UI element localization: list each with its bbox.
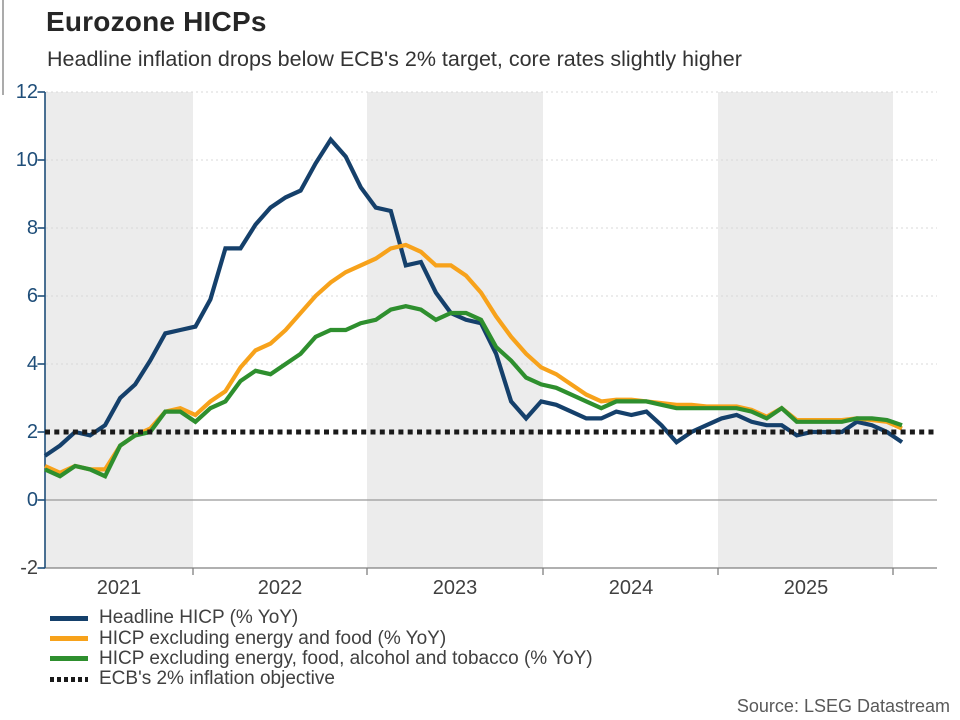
gridlines: [46, 91, 937, 365]
legend-label: Headline HICP (% YoY): [99, 607, 299, 629]
legend-label: HICP excluding energy and food (% YoY): [99, 627, 447, 649]
legend-label: ECB's 2% inflation objective: [99, 668, 335, 690]
headline-line-swatch: [50, 615, 88, 621]
x-tick-label-2024: 2024: [608, 577, 654, 599]
legend-item-ecb-target: ECB's 2% inflation objective: [50, 668, 593, 690]
x-tick-label-2025: 2025: [783, 577, 829, 599]
chart-subtitle: Headline inflation drops below ECB's 2% …: [47, 47, 742, 71]
series-line-0: [43, 136, 904, 458]
legend: Headline HICP (% YoY) HICP excluding ene…: [50, 607, 593, 690]
x-tick-label-2022: 2022: [257, 577, 303, 599]
y-tick-label-4: 4: [26, 353, 38, 375]
y-tick-label-2: 2: [26, 421, 38, 443]
y-axis: [37, 91, 46, 569]
ex-energy-food-line-swatch: [50, 636, 88, 642]
source-credit: Source: LSEG Datastream: [736, 696, 950, 716]
y-tick-label-neg2: -2: [20, 557, 38, 579]
y-tick-label-12: 12: [15, 81, 38, 103]
x-tick-label-2021: 2021: [96, 577, 142, 599]
left-edge-artifact: [2, 0, 4, 95]
ex-efat-line-swatch: [50, 656, 88, 662]
y-tick-label-10: 10: [15, 149, 38, 171]
year-bands: [45, 92, 893, 568]
legend-item-headline: Headline HICP (% YoY): [50, 607, 593, 629]
legend-item-ex-energy-food: HICP excluding energy and food (% YoY): [50, 627, 593, 649]
series-line-2: [44, 304, 903, 479]
x-axis: [43, 567, 937, 575]
y-tick-label-6: 6: [26, 285, 38, 307]
y-tick-label-8: 8: [26, 217, 38, 239]
legend-label: HICP excluding energy, food, alcohol and…: [99, 647, 593, 669]
chart-title: Eurozone HICPs: [46, 6, 267, 37]
legend-item-ex-efat: HICP excluding energy, food, alcohol and…: [50, 647, 593, 669]
y-tick-label-0: 0: [26, 489, 38, 511]
ecb-target-dotted-swatch: [50, 676, 88, 682]
x-tick-label-2023: 2023: [432, 577, 478, 599]
